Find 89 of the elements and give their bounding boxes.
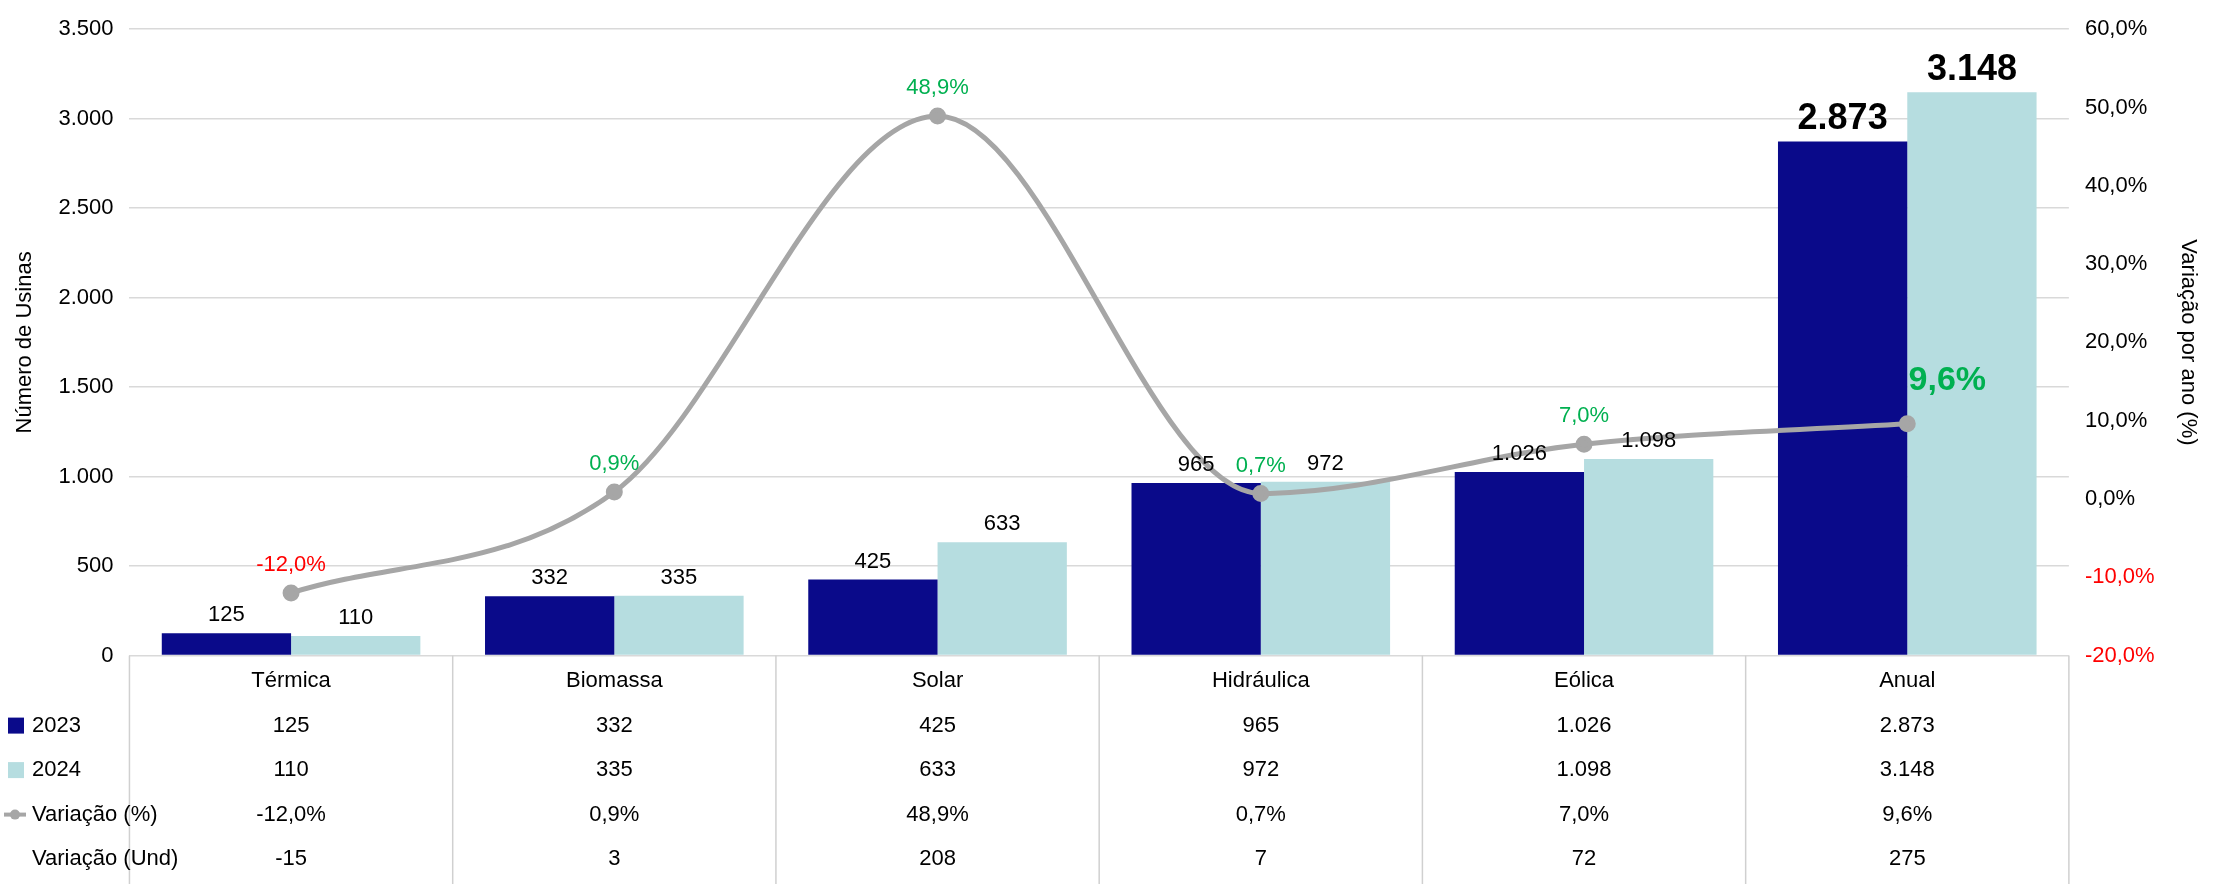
legend-label: 2023 <box>32 711 81 737</box>
bar <box>1454 471 1585 655</box>
legend-label: Variação (%) <box>32 800 158 826</box>
text: -12,0% <box>256 550 326 576</box>
y-tick-label: 3.000 <box>58 104 114 130</box>
data-label: 1.026 <box>1556 711 1612 737</box>
data-label: 425 <box>919 711 956 737</box>
legend-label: 2024 <box>32 756 81 782</box>
text: 0,7% <box>1235 451 1286 477</box>
bar <box>485 596 615 655</box>
y2-tick-label: 30,0% <box>2084 250 2148 276</box>
data-label: 48,9% <box>906 800 969 826</box>
text: 425 <box>854 547 892 573</box>
text: 3 <box>608 845 621 871</box>
text: 1.098 <box>1621 427 1677 453</box>
y2-tick-label: -10,0% <box>2084 563 2155 589</box>
data-label: 965 <box>1242 711 1280 737</box>
point <box>605 483 623 501</box>
text: 332 <box>531 564 569 590</box>
point <box>1575 435 1593 453</box>
point <box>1252 485 1270 503</box>
bar <box>1584 459 1714 655</box>
y-tick-label: 2.000 <box>58 283 114 309</box>
bar <box>1777 141 1908 655</box>
bar <box>1907 92 2037 655</box>
data-label: 7,0% <box>1558 800 1610 826</box>
data-label: 125 <box>272 711 310 737</box>
x-tick-label: Térmica <box>251 666 332 692</box>
y2-axis-title: Variação por ano (%) <box>2176 239 2202 446</box>
bar <box>161 633 292 655</box>
text: 972 <box>1307 449 1344 475</box>
text: 3.148 <box>1926 47 2017 89</box>
y2-tick-label: 10,0% <box>2084 406 2148 432</box>
text: 72 <box>1571 845 1597 871</box>
x-tick-label: Hidráulica <box>1211 666 1311 692</box>
y2-tick-label: -20,0% <box>2084 641 2155 667</box>
x-tick-label: Biomassa <box>566 666 664 692</box>
data-label: -12,0% <box>256 800 326 826</box>
y2-tick-label: 40,0% <box>2084 171 2148 197</box>
text: 48,9% <box>906 74 969 100</box>
y-tick-label: 2.500 <box>58 194 114 220</box>
bar <box>1131 482 1261 655</box>
text: 335 <box>660 563 698 589</box>
text: -15 <box>275 845 307 871</box>
y-tick-label: 500 <box>76 552 114 578</box>
text: 0,9% <box>589 449 640 475</box>
point <box>1898 415 1916 433</box>
data-label: 3.148 <box>1879 756 1935 782</box>
text: 2.873 <box>1797 96 1888 138</box>
point <box>929 107 947 125</box>
text: 125 <box>208 601 245 627</box>
text: 7 <box>1254 845 1267 871</box>
y2-tick-label: 0,0% <box>2084 485 2136 511</box>
data-label: 972 <box>1242 756 1280 782</box>
data-label: 110 <box>273 756 309 782</box>
y-tick-label: 0 <box>101 641 114 667</box>
text: 1.026 <box>1491 439 1547 465</box>
y-tick-label: 1.500 <box>58 373 114 399</box>
data-label: 633 <box>919 756 956 782</box>
bar <box>1260 481 1391 655</box>
y2-tick-label: 60,0% <box>2084 15 2148 41</box>
point <box>282 584 300 602</box>
bar <box>614 595 744 655</box>
y-tick-label: 3.500 <box>58 15 114 41</box>
text: Variação (Und) <box>32 845 179 871</box>
data-label: 332 <box>595 711 633 737</box>
text: 7,0% <box>1558 402 1610 428</box>
text: 633 <box>983 510 1021 536</box>
y2-tick-label: 20,0% <box>2084 328 2148 354</box>
y-axis-title: Número de Usinas <box>11 251 37 434</box>
text: 110 <box>338 603 374 629</box>
data-label: 1.098 <box>1556 756 1612 782</box>
bar <box>291 635 421 655</box>
text: 965 <box>1177 450 1215 476</box>
data-label: 2.873 <box>1879 711 1935 737</box>
data-label: 9,6% <box>1882 800 1933 826</box>
data-label: 0,7% <box>1235 800 1286 826</box>
text: 275 <box>1888 845 1926 871</box>
x-tick-label: Anual <box>1879 666 1936 692</box>
x-tick-label: Solar <box>911 666 964 692</box>
data-label: 0,9% <box>589 800 640 826</box>
bar <box>808 579 938 655</box>
y2-tick-label: 50,0% <box>2084 93 2148 119</box>
x-tick-label: Eólica <box>1554 666 1615 692</box>
y-tick-label: 1.000 <box>58 462 114 488</box>
bar <box>937 542 1067 655</box>
data-label: 335 <box>595 756 633 782</box>
text: 9,6% <box>1908 358 1987 397</box>
text: 208 <box>919 845 956 871</box>
